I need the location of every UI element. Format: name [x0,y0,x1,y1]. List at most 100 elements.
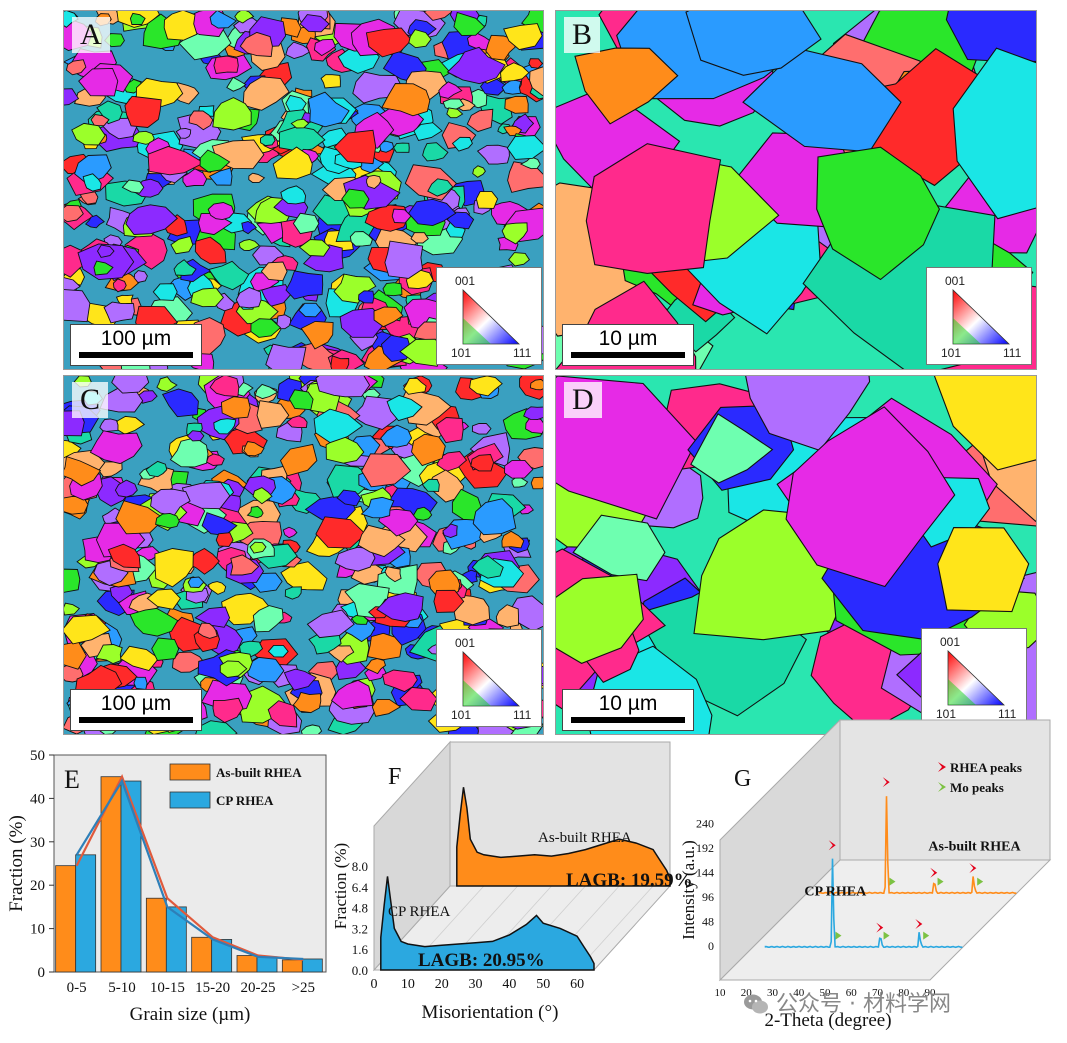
y-tick-label: 50 [30,748,45,764]
x-tick-label: 10 [715,987,727,999]
xrd-line-asbuilt [818,796,1017,895]
x-tick-label: 0-5 [67,980,87,996]
ipf-triangle-icon [462,651,520,707]
y-tick-label: 0 [38,965,46,981]
scale-bar-c: 100 µm [70,689,202,731]
ipf-legend-b: 001 101 111 [926,267,1032,365]
ebsd-map-d: D 10 µm 001 101 111 [555,375,1037,735]
scale-bar-d: 10 µm [562,689,694,731]
y-tick-label: 4.8 [352,901,368,916]
legend-label: CP RHEA [216,793,274,808]
legend-label: Mo peaks [950,780,1004,795]
ipf-101-a: 101 [451,346,472,360]
y-tick-label: 3.2 [352,921,368,936]
rhea-peak-marker [915,918,923,929]
bar-asbuilt [281,959,303,973]
mo-peak-marker [923,931,930,940]
panel-label-d: D [564,382,602,418]
area-cp [380,876,595,971]
ipf-legend-d: 001 101 111 [921,628,1027,726]
x-tick-label: 40 [793,987,805,999]
x-tick-label: 10 [401,977,415,992]
y-tick-label: 40 [30,791,45,807]
x-tick-label: 0 [371,977,378,992]
x-tick-label: 15-20 [195,980,230,996]
x-tick-label: 5-10 [108,980,136,996]
scale-bar-label-d: 10 µm [598,692,658,715]
scale-bar-label-a: 100 µm [100,327,172,350]
ebsd-grains-a [64,11,543,369]
bar-cp [256,956,278,973]
ipf-001-d: 001 [940,635,961,649]
plot-area [53,754,327,973]
panel-label-g: G [734,766,751,792]
x-tick-label: 20-25 [241,980,276,996]
chart-g-svg: 10 20 30 40 50 60 70 80 90 0 48 96 144 192 240 As-built… [679,718,1052,1031]
bar-cp [211,939,233,973]
ipf-111-a: 111 [513,346,532,360]
bar-asbuilt [55,865,77,973]
chart-e-svg: 0 10 20 30 40 50 0-5 5-10 10-15 15-20 20-25 >25 E As-… [6,748,327,1025]
y-tick-label: 1.6 [352,942,369,957]
xrd-line-cp [764,858,963,949]
y-tick-label: 0 [708,939,714,953]
rhea-peak-marker [969,863,977,874]
y-axis-label: Intensity (a.u.) [679,840,698,940]
bar-cp [75,854,97,973]
bar-asbuilt [100,776,122,973]
ipf-101-c: 101 [451,708,472,722]
series-label: As-built RHEA [928,840,1021,855]
y-tick-label: 48 [702,915,714,929]
y-axis-label: Fraction (%) [6,815,27,912]
bar-cp [301,958,323,973]
mo-peak-marker [937,877,944,886]
legend-swatch [169,791,211,809]
panel-label-f: F [388,764,401,790]
x-tick-label: 50 [820,987,832,999]
legend-swatch [169,763,211,781]
series-label: CP RHEA [804,885,867,900]
scale-bar-label-b: 10 µm [598,327,658,350]
scale-bar-b: 10 µm [562,324,694,366]
rhea-peak-marker [876,922,884,933]
chart-e: 0 10 20 30 40 50 0-5 5-10 10-15 15-20 20-25 >25 E As-… [0,740,340,1040]
bar-asbuilt [145,897,167,973]
ipf-triangle-icon [952,289,1010,345]
x-tick-label: 80 [898,987,910,999]
x-tick-label: 60 [846,987,858,999]
x-axis-label: Misorientation (°) [422,1002,559,1023]
bar-asbuilt [191,936,213,973]
chart-f-svg: CP RHEA LAGB: 20.95% As-built RHEA LAGB: 19… [331,740,693,1023]
ipf-001-a: 001 [455,274,476,288]
ipf-legend-c: 001 101 111 [436,629,542,727]
x-tick-label: >25 [292,980,315,996]
chart-g: 10 20 30 40 50 60 70 80 90 0 48 96 144 192 240 As-built… [672,718,1062,1040]
x-axis-label: Grain size (µm) [130,1004,251,1025]
series-label: As-built RHEA [538,830,632,846]
y-tick-label: 96 [702,890,714,904]
x-tick-label: 90 [925,987,937,999]
chart-f: CP RHEA LAGB: 20.95% As-built RHEA LAGB: 19… [330,740,693,1040]
x-tick-label: 20 [435,977,449,992]
watermark-text: 公众号 · 材料学网 [776,992,951,1017]
trend-line [75,778,304,961]
ipf-triangle-icon [947,650,1005,706]
ipf-111-b: 111 [1003,346,1022,360]
legend-marker [938,762,946,772]
watermark: 公众号 · 材料学网 [743,986,1043,1017]
x-tick-label: 40 [502,977,516,992]
rhea-peak-marker [930,867,938,878]
mo-peak-marker [889,877,896,886]
x-axis-label: 2-Theta (degree) [764,1010,891,1031]
y-tick-label: 8.0 [352,859,368,874]
x-tick-label: 30 [469,977,483,992]
x-tick-label: 20 [741,987,753,999]
ipf-111-d: 111 [998,707,1017,721]
rhea-peak-marker [828,840,836,851]
ebsd-map-b: B 10 µm 001 101 111 [555,10,1037,370]
ipf-triangle-icon [462,289,520,345]
panel-label-e: E [64,765,80,794]
y-tick-label: 240 [696,817,714,831]
y-tick-label: 0.0 [352,963,368,978]
ipf-legend-a: 001 101 111 [436,267,542,365]
